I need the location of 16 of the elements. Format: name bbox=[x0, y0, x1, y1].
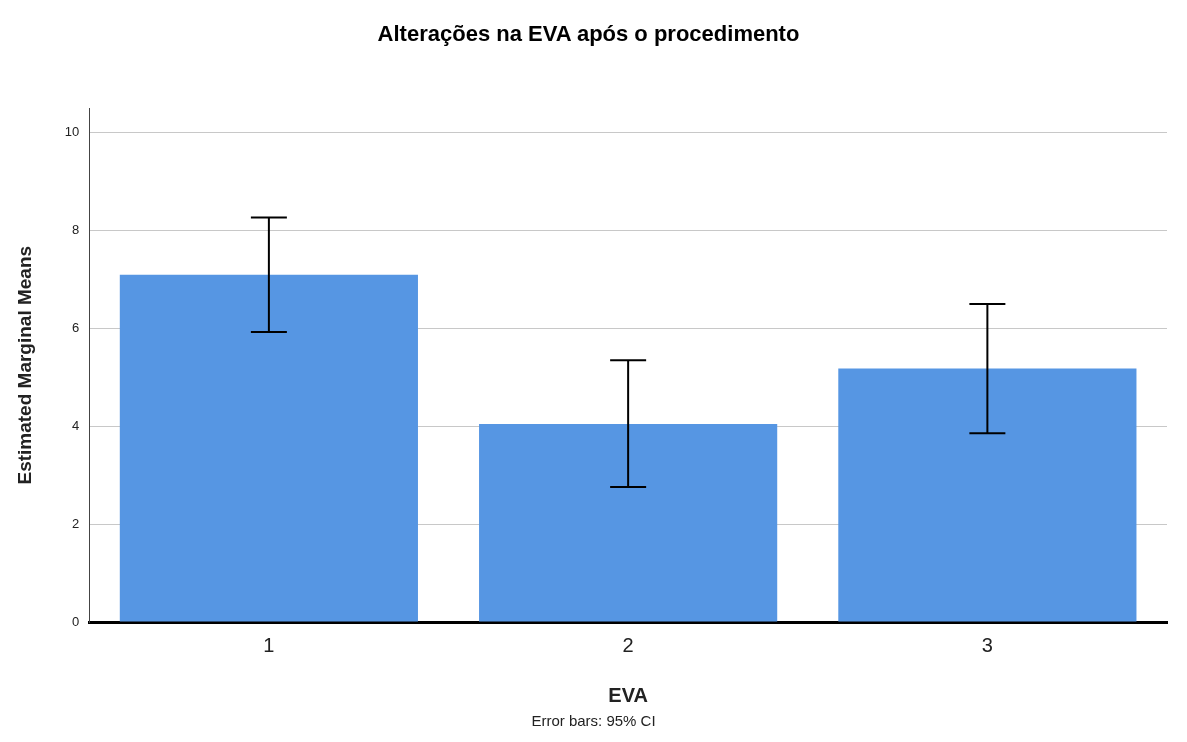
chart-title: Alterações na EVA após o procedimento bbox=[377, 21, 800, 47]
y-tick-label: 0 bbox=[72, 613, 80, 629]
text: Error bars: 95% CI bbox=[530, 712, 657, 729]
x-tick-label: 3 bbox=[981, 633, 993, 656]
bar bbox=[479, 423, 778, 622]
bar bbox=[838, 368, 1137, 622]
x-tick-label: 2 bbox=[622, 633, 634, 656]
y-tick-label: 4 bbox=[72, 417, 80, 433]
bar bbox=[119, 274, 418, 622]
y-tick-label: 8 bbox=[72, 222, 80, 238]
x-tick-label: 1 bbox=[263, 633, 275, 656]
y-tick-label: 2 bbox=[72, 515, 80, 531]
x-axis-title: EVA bbox=[608, 683, 648, 706]
y-tick-label: 10 bbox=[64, 124, 80, 140]
y-axis-title: Estimated Marginal Means bbox=[13, 245, 35, 485]
y-tick-label: 6 bbox=[72, 320, 80, 336]
